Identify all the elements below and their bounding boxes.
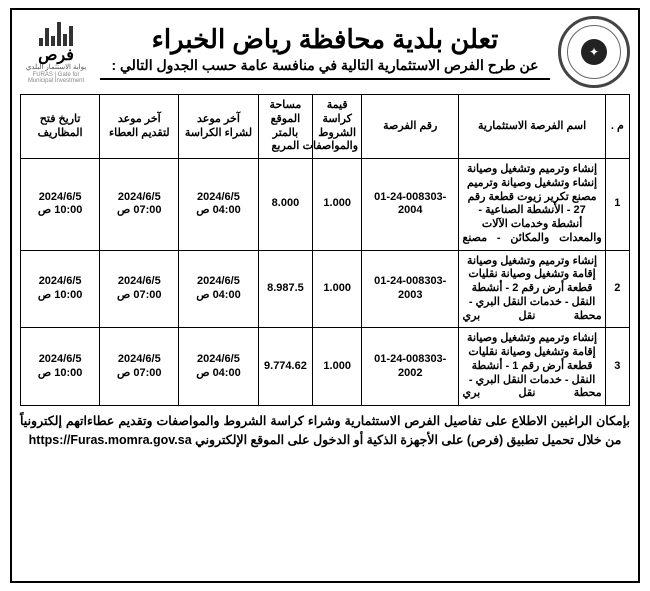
main-title: تعلن بلدية محافظة رياض الخبراء <box>100 24 550 55</box>
skyline-icon <box>20 20 92 46</box>
logo-text: فرص <box>20 48 92 64</box>
time-value: 07:00 ص <box>103 289 175 303</box>
date-value: 2024/6/5 <box>24 353 96 367</box>
cell-name: إنشاء وترميم وتشغيل وصيانة إنشاء وتشغيل … <box>459 159 605 251</box>
cell-name: إنشاء وترميم وتشغيل وصيانة إقامة وتشغيل … <box>459 250 605 328</box>
footer-note: بإمكان الراغبين الاطلاع على تفاصيل الفرص… <box>20 412 630 450</box>
time-value: 07:00 ص <box>103 367 175 381</box>
opportunities-table: م . اسم الفرصة الاستثمارية رقم الفرصة قي… <box>20 94 630 406</box>
header-row: تعلن بلدية محافظة رياض الخبراء عن طرح ال… <box>20 16 630 88</box>
furas-logo: فرص بوابة الاستثمار البلدي FURAS | Gate … <box>20 20 92 84</box>
time-value: 10:00 ص <box>24 204 96 218</box>
sub-title: عن طرح الفرص الاستثمارية التالية في مناف… <box>100 57 550 80</box>
date-value: 2024/6/5 <box>103 275 175 289</box>
cell-last-buy: 2024/6/5 04:00 ص <box>179 328 258 406</box>
table-head: م . اسم الفرصة الاستثمارية رقم الفرصة قي… <box>21 95 630 159</box>
cell-area: 8.000 <box>258 159 313 251</box>
cell-area: 9.774.62 <box>258 328 313 406</box>
cell-open: 2024/6/5 10:00 ص <box>21 250 100 328</box>
time-value: 04:00 ص <box>182 367 254 381</box>
time-value: 10:00 ص <box>24 367 96 381</box>
cell-open: 2024/6/5 10:00 ص <box>21 328 100 406</box>
cell-area: 8.987.5 <box>258 250 313 328</box>
document-frame: تعلن بلدية محافظة رياض الخبراء عن طرح ال… <box>10 8 640 583</box>
cell-price: 1.000 <box>313 328 362 406</box>
seal-emblem-icon <box>581 39 607 65</box>
footer-url: https://Furas.momra.gov.sa <box>29 431 192 450</box>
table-row: 1 إنشاء وترميم وتشغيل وصيانة إنشاء وتشغي… <box>21 159 630 251</box>
col-number: رقم الفرصة <box>362 95 459 159</box>
date-value: 2024/6/5 <box>182 353 254 367</box>
municipality-seal-icon <box>558 16 630 88</box>
cell-last-buy: 2024/6/5 04:00 ص <box>179 250 258 328</box>
date-value: 2024/6/5 <box>24 275 96 289</box>
date-value: 2024/6/5 <box>103 353 175 367</box>
cell-index: 2 <box>605 250 629 328</box>
date-value: 2024/6/5 <box>182 191 254 205</box>
cell-number: 01-24-008303-2002 <box>362 328 459 406</box>
table-row: 2 إنشاء وترميم وتشغيل وصيانة إقامة وتشغي… <box>21 250 630 328</box>
col-doc-price: قيمة كراسة الشروط والمواصفات <box>313 95 362 159</box>
time-value: 04:00 ص <box>182 289 254 303</box>
time-value: 10:00 ص <box>24 289 96 303</box>
cell-last-bid: 2024/6/5 07:00 ص <box>100 328 179 406</box>
date-value: 2024/6/5 <box>24 191 96 205</box>
cell-price: 1.000 <box>313 159 362 251</box>
cell-last-buy: 2024/6/5 04:00 ص <box>179 159 258 251</box>
col-last-bid: آخر موعد لتقديم العطاء <box>100 95 179 159</box>
logo-subtext: بوابة الاستثمار البلدي <box>20 64 92 72</box>
col-name: اسم الفرصة الاستثمارية <box>459 95 605 159</box>
time-value: 07:00 ص <box>103 204 175 218</box>
cell-last-bid: 2024/6/5 07:00 ص <box>100 159 179 251</box>
logo-subtext-en: FURAS | Gate for Municipal Investment <box>20 72 92 84</box>
table-body: 1 إنشاء وترميم وتشغيل وصيانة إنشاء وتشغي… <box>21 159 630 406</box>
cell-name: إنشاء وترميم وتشغيل وصيانة إقامة وتشغيل … <box>459 328 605 406</box>
cell-last-bid: 2024/6/5 07:00 ص <box>100 250 179 328</box>
footer-line2: خلال تحميل تطبيق (فرص) على الأجهزة الذكي… <box>192 433 602 447</box>
col-open-date: تاريخ فتح المظاريف <box>21 95 100 159</box>
date-value: 2024/6/5 <box>182 275 254 289</box>
cell-open: 2024/6/5 10:00 ص <box>21 159 100 251</box>
date-value: 2024/6/5 <box>103 191 175 205</box>
cell-price: 1.000 <box>313 250 362 328</box>
col-last-buy: آخر موعد لشراء الكراسة <box>179 95 258 159</box>
cell-index: 3 <box>605 328 629 406</box>
table-row: 3 إنشاء وترميم وتشغيل وصيانة إقامة وتشغي… <box>21 328 630 406</box>
cell-number: 01-24-008303-2003 <box>362 250 459 328</box>
col-index: م . <box>605 95 629 159</box>
cell-index: 1 <box>605 159 629 251</box>
header-titles: تعلن بلدية محافظة رياض الخبراء عن طرح ال… <box>100 24 550 80</box>
time-value: 04:00 ص <box>182 204 254 218</box>
cell-number: 01-24-008303-2004 <box>362 159 459 251</box>
